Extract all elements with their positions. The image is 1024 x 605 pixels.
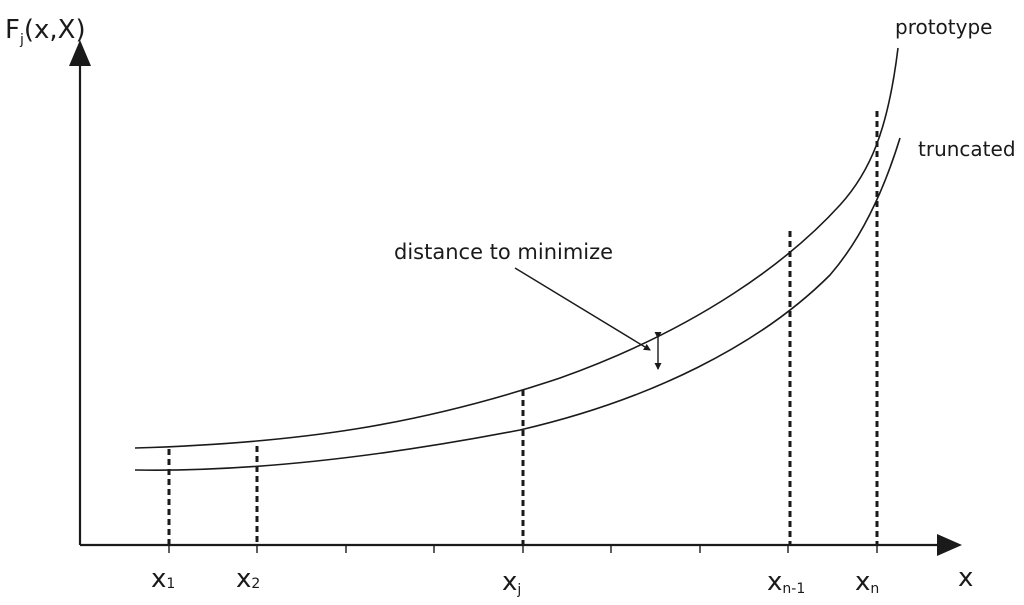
y-axis-label-base: F: [5, 15, 20, 45]
y-axis-label-sub: j: [19, 32, 24, 48]
point-label-xn-1: xn-1: [767, 567, 805, 597]
point-label-x2: x2: [236, 564, 260, 594]
point-label-xj: xj: [502, 567, 521, 598]
truncated-curve: [134, 137, 901, 471]
y-axis-arrow-icon: [69, 40, 91, 66]
prototype-curve: [134, 47, 899, 449]
y-axis-label-rest: (x,X): [24, 15, 86, 45]
prototype-label: prototype: [895, 15, 992, 39]
distance-annotation: distance to minimize: [394, 240, 613, 264]
y-axis-label: Fj(x,X): [5, 15, 86, 48]
point-label-xn: xn: [855, 567, 879, 597]
point-guides: [167, 111, 879, 545]
x-axis-ticks: [168, 545, 878, 553]
annotation-pointer: [514, 267, 651, 351]
x-axis-arrow-icon: [937, 534, 962, 556]
truncated-label: truncated: [918, 137, 1016, 161]
point-label-x1: x1: [151, 564, 175, 594]
x-axis-label: x: [958, 563, 973, 593]
